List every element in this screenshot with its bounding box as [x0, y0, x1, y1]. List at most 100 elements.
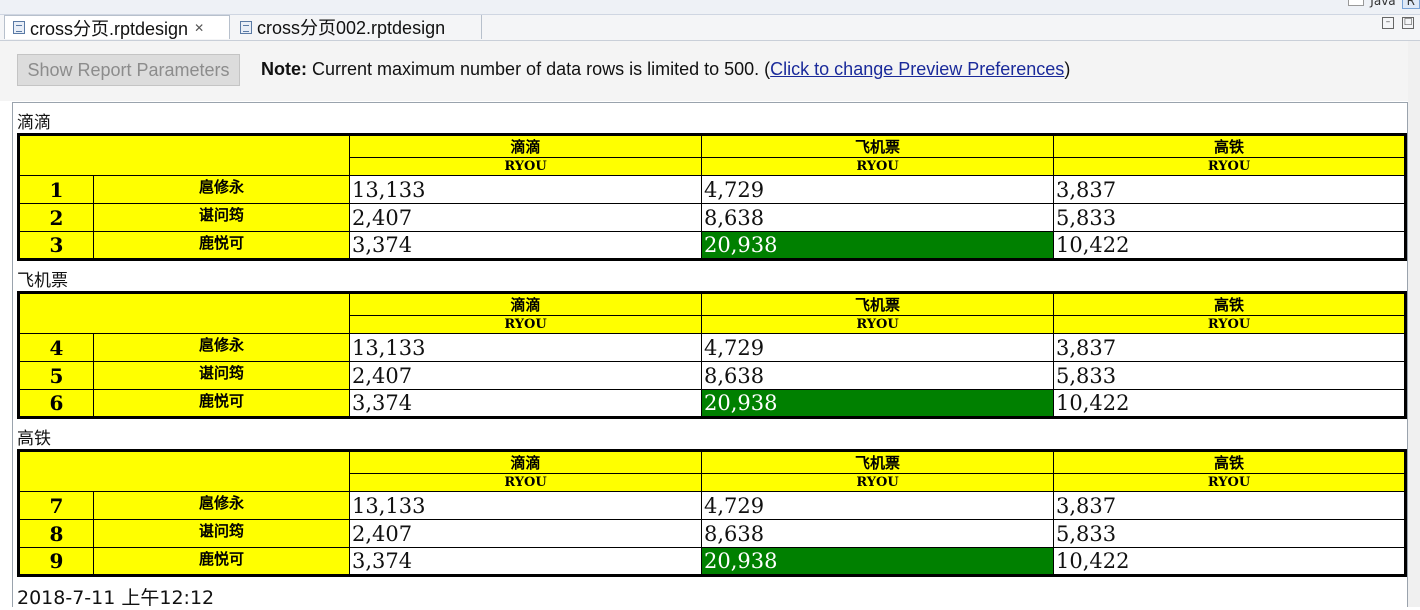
preview-preferences-link[interactable]: Click to change Preview Preferences — [770, 59, 1065, 79]
table-row: 9 鹿悦可 3,374 20,938 10,422 — [18, 547, 1406, 576]
value-cell: 10,422 — [1053, 389, 1406, 418]
open-perspective-icon[interactable] — [1348, 0, 1365, 6]
measure-header: RYOU — [349, 473, 702, 492]
report-file-icon — [13, 21, 25, 34]
row-name: 谌问筠 — [93, 361, 350, 390]
row-limit-note: Note: Current maximum number of data row… — [261, 59, 1070, 80]
value-cell: 10,422 — [1053, 547, 1406, 576]
value-cell: 3,837 — [1053, 491, 1406, 520]
value-cell: 13,133 — [349, 175, 702, 204]
row-number: 9 — [18, 547, 94, 576]
value-cell: 8,638 — [701, 203, 1054, 232]
column-header: 飞机票 — [701, 292, 1054, 316]
column-header: 高铁 — [1053, 134, 1406, 158]
highlighted-value-cell: 20,938 — [701, 389, 1054, 418]
vertical-scrollbar[interactable] — [1408, 41, 1420, 607]
report-file-icon — [240, 20, 252, 34]
row-number: 6 — [18, 389, 94, 418]
measure-header: RYOU — [349, 157, 702, 176]
value-cell: 8,638 — [701, 361, 1054, 390]
value-cell: 2,407 — [349, 519, 702, 548]
show-report-parameters-button[interactable]: Show Report Parameters — [17, 54, 240, 86]
value-cell: 2,407 — [349, 361, 702, 390]
value-cell: 4,729 — [701, 491, 1054, 520]
measure-header: RYOU — [1053, 157, 1406, 176]
value-cell: 4,729 — [701, 175, 1054, 204]
tab-label: cross分页002.rptdesign — [257, 18, 446, 38]
value-cell: 5,833 — [1053, 203, 1406, 232]
section-title: 飞机票 — [17, 271, 68, 291]
corner-cell — [18, 292, 350, 334]
row-name: 谌问筠 — [93, 519, 350, 548]
crosstab-table: 滴滴 飞机票 高铁 RYOU RYOU RYOU 7 扈修永 13,133 4,… — [17, 449, 1407, 577]
value-cell: 3,837 — [1053, 333, 1406, 362]
value-cell: 5,833 — [1053, 519, 1406, 548]
highlighted-value-cell: 20,938 — [701, 547, 1054, 576]
minimize-icon[interactable]: – — [1382, 17, 1394, 29]
value-cell: 3,374 — [349, 547, 702, 576]
report-timestamp: 2018-7-11 上午12:12 — [17, 587, 215, 609]
table-row: 8 谌问筠 2,407 8,638 5,833 — [18, 519, 1406, 548]
tab-cross002-rptdesign[interactable]: cross分页002.rptdesign — [232, 15, 482, 39]
row-name: 鹿悦可 — [93, 389, 350, 418]
value-cell: 3,374 — [349, 231, 702, 260]
note-end: ) — [1064, 59, 1071, 79]
table-row: 2 谌问筠 2,407 8,638 5,833 — [18, 203, 1406, 232]
column-header: 高铁 — [1053, 450, 1406, 474]
value-cell: 5,833 — [1053, 361, 1406, 390]
corner-cell — [18, 134, 350, 176]
value-cell: 4,729 — [701, 333, 1054, 362]
value-cell: 8,638 — [701, 519, 1054, 548]
row-name: 谌问筠 — [93, 203, 350, 232]
note-text: Current maximum number of data rows is l… — [307, 59, 771, 79]
value-cell: 3,837 — [1053, 175, 1406, 204]
java-perspective[interactable]: Java — [1370, 0, 1396, 8]
table-row: 7 扈修永 13,133 4,729 3,837 — [18, 491, 1406, 520]
value-cell: 13,133 — [349, 491, 702, 520]
window-controls: – □ — [1382, 17, 1414, 29]
row-number: 1 — [18, 175, 94, 204]
measure-header: RYOU — [701, 157, 1054, 176]
row-number: 5 — [18, 361, 94, 390]
row-name: 扈修永 — [93, 491, 350, 520]
column-header: 滴滴 — [349, 134, 702, 158]
measure-header: RYOU — [701, 473, 1054, 492]
table-row: 5 谌问筠 2,407 8,638 5,833 — [18, 361, 1406, 390]
measure-header: RYOU — [1053, 473, 1406, 492]
maximize-icon[interactable]: □ — [1402, 17, 1414, 29]
row-name: 扈修永 — [93, 175, 350, 204]
preview-toolbar: Show Report Parameters Note: Current max… — [0, 41, 1420, 101]
column-header: 飞机票 — [701, 134, 1054, 158]
column-header: 高铁 — [1053, 292, 1406, 316]
crosstab-table: 滴滴 飞机票 高铁 RYOU RYOU RYOU 1 扈修永 13,133 4,… — [17, 133, 1407, 261]
measure-header: RYOU — [349, 315, 702, 334]
tab-cross-rptdesign[interactable]: cross分页.rptdesign ✕ — [4, 15, 230, 39]
row-name: 扈修永 — [93, 333, 350, 362]
tab-label: cross分页.rptdesign — [30, 18, 189, 39]
perspective-switcher[interactable]: Java R — [1348, 0, 1420, 9]
report-perspective-icon[interactable]: R — [1401, 0, 1420, 9]
corner-cell — [18, 450, 350, 492]
value-cell: 3,374 — [349, 389, 702, 418]
top-strip: Java R — [0, 0, 1420, 15]
highlighted-value-cell: 20,938 — [701, 231, 1054, 260]
column-header: 滴滴 — [349, 450, 702, 474]
row-number: 8 — [18, 519, 94, 548]
report-viewer: 滴滴 滴滴 飞机票 高铁 RYOU RYOU RYOU 1 扈修永 13,133… — [12, 102, 1408, 609]
crosstab-table: 滴滴 飞机票 高铁 RYOU RYOU RYOU 4 扈修永 13,133 4,… — [17, 291, 1407, 419]
value-cell: 13,133 — [349, 333, 702, 362]
section-title: 滴滴 — [17, 113, 51, 133]
row-name: 鹿悦可 — [93, 231, 350, 260]
table-row: 4 扈修永 13,133 4,729 3,837 — [18, 333, 1406, 362]
row-number: 2 — [18, 203, 94, 232]
column-header: 滴滴 — [349, 292, 702, 316]
section-title: 高铁 — [17, 429, 51, 449]
row-number: 3 — [18, 231, 94, 260]
value-cell: 10,422 — [1053, 231, 1406, 260]
row-number: 4 — [18, 333, 94, 362]
close-icon[interactable]: ✕ — [194, 20, 205, 35]
row-name: 鹿悦可 — [93, 547, 350, 576]
measure-header: RYOU — [1053, 315, 1406, 334]
editor-tab-bar: cross分页.rptdesign ✕ cross分页002.rptdesign… — [0, 15, 1420, 41]
column-header: 飞机票 — [701, 450, 1054, 474]
